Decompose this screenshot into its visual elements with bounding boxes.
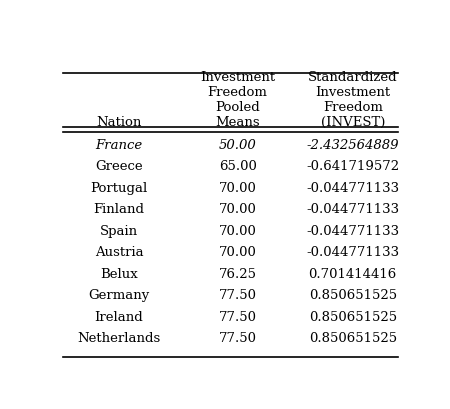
Text: Finland: Finland <box>94 203 144 216</box>
Text: Germany: Germany <box>88 289 150 301</box>
Text: Austria: Austria <box>94 246 144 259</box>
Text: 76.25: 76.25 <box>219 267 256 280</box>
Text: 0.850651525: 0.850651525 <box>309 289 397 301</box>
Text: Standardized
Investment
Freedom
(INVEST): Standardized Investment Freedom (INVEST) <box>308 71 397 129</box>
Text: 70.00: 70.00 <box>219 203 256 216</box>
Text: Belux: Belux <box>100 267 138 280</box>
Text: France: France <box>95 139 143 152</box>
Text: 0.701414416: 0.701414416 <box>309 267 397 280</box>
Text: -0.044771133: -0.044771133 <box>306 224 399 237</box>
Text: -2.432564889: -2.432564889 <box>306 139 399 152</box>
Text: -0.044771133: -0.044771133 <box>306 246 399 259</box>
Text: Nation: Nation <box>96 116 142 129</box>
Text: -0.641719572: -0.641719572 <box>306 160 399 173</box>
Text: 50.00: 50.00 <box>219 139 256 152</box>
Text: Portugal: Portugal <box>90 182 148 194</box>
Text: Investment
Freedom
Pooled
Means: Investment Freedom Pooled Means <box>200 71 275 129</box>
Text: 77.50: 77.50 <box>219 331 256 344</box>
Text: 70.00: 70.00 <box>219 182 256 194</box>
Text: Ireland: Ireland <box>94 310 144 323</box>
Text: -0.044771133: -0.044771133 <box>306 182 399 194</box>
Text: 77.50: 77.50 <box>219 310 256 323</box>
Text: 70.00: 70.00 <box>219 224 256 237</box>
Text: 65.00: 65.00 <box>219 160 256 173</box>
Text: 0.850651525: 0.850651525 <box>309 310 397 323</box>
Text: -0.044771133: -0.044771133 <box>306 203 399 216</box>
Text: Spain: Spain <box>100 224 138 237</box>
Text: Greece: Greece <box>95 160 143 173</box>
Text: 70.00: 70.00 <box>219 246 256 259</box>
Text: Netherlands: Netherlands <box>77 331 161 344</box>
Text: 0.850651525: 0.850651525 <box>309 331 397 344</box>
Text: 77.50: 77.50 <box>219 289 256 301</box>
